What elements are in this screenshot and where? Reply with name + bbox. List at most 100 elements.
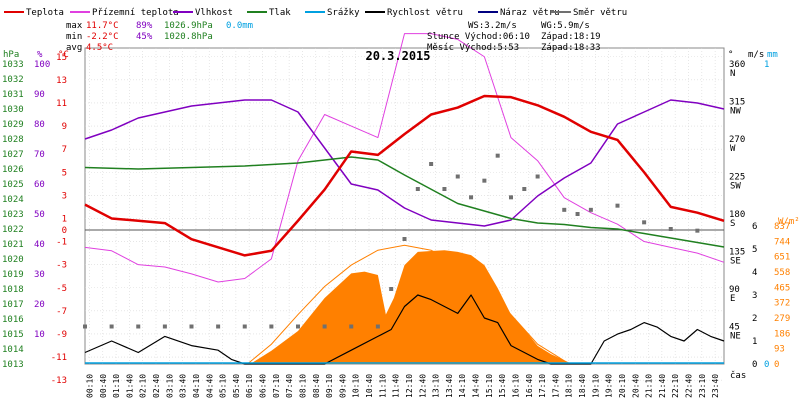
x-tick-label: 19:10 [591,374,600,398]
direction-name-label: SW [730,182,741,192]
x-tick-label: 11:40 [392,374,401,398]
stats-max-humidity: 89% [136,21,153,31]
temperature-tick-label: 3 [62,191,67,201]
radiation-tick-label: 372 [774,299,790,309]
stats-min-temp: -2.2°C [86,32,119,42]
direction-name-label: SE [730,257,741,267]
x-tick-label: 01:10 [112,374,121,398]
radiation-tick-label: 279 [774,314,790,324]
direction-tick-label: 360 [729,60,745,70]
wind-axis-header: m/s [748,50,764,60]
x-tick-label: 06:10 [245,374,254,398]
radiation-tick-label: 0 [774,360,779,370]
legend-label: Vlhkost [195,8,233,18]
x-tick-label: 09:40 [338,374,347,398]
radiation-tick-label: 186 [774,329,790,339]
wind-direction-point [269,324,274,329]
legend-label: Teplota [26,8,64,18]
direction-tick-label: 270 [729,135,745,145]
radiation-tick-label: 744 [774,237,790,247]
temperature-tick-label: 1 [62,214,67,224]
direction-tick-label: 180 [729,210,745,220]
pressure-tick-label: 1029 [2,120,24,130]
pressure-tick-label: 1014 [2,345,24,355]
temperature-tick-label: 15 [56,53,67,63]
x-tick-label: 03:10 [165,374,174,398]
temperature-tick-label: 7 [62,145,67,155]
x-tick-label: 02:10 [139,374,148,398]
legend-label: Směr větru [573,8,627,18]
pressure-tick-label: 1016 [2,315,24,325]
pressure-tick-label: 1031 [2,90,24,100]
x-tick-label: 20:40 [631,374,640,398]
pressure-tick-label: 1024 [2,195,24,205]
x-tick-label: 12:10 [405,374,414,398]
stats-min-humidity: 45% [136,32,153,42]
wind-direction-point [615,203,620,208]
x-tick-label: 22:10 [671,374,680,398]
wind-speed-info: WS:3.2m/s [468,21,517,31]
pressure-tick-label: 1019 [2,270,24,280]
legend-label: Přízemní teplota [92,8,179,18]
pressure-tick-label: 1013 [2,360,24,370]
wind-direction-point [695,228,700,233]
temperature-tick-label: 13 [56,76,67,86]
wind-direction-point [109,324,114,329]
temperature-tick-label: 5 [62,168,67,178]
direction-tick-label: 225 [729,173,745,183]
temperature-tick-label: -9 [56,330,67,340]
wind-direction-point [162,324,167,329]
wind-direction-point [189,324,194,329]
pressure-tick-label: 1023 [2,210,24,220]
x-tick-label: 13:40 [445,374,454,398]
x-tick-label: 00:40 [99,374,108,398]
wind-direction-point [642,220,647,225]
x-tick-label: 19:40 [605,374,614,398]
wind-direction-point [296,324,300,329]
x-tick-label: 16:40 [525,374,534,398]
x-tick-label: 00:10 [85,374,94,398]
rain-tick-label: 0 [764,360,769,370]
x-tick-label: 08:40 [312,374,321,398]
x-tick-label: 08:10 [298,374,307,398]
wind-direction-point [588,207,593,212]
stats-avg-temp: 4.5°C [86,43,113,53]
temperature-tick-label: -7 [56,307,67,317]
wind-direction-point [216,324,221,329]
pressure-tick-label: 1022 [2,225,24,235]
x-tick-label: 21:40 [658,374,667,398]
humidity-tick-label: 50 [34,210,45,220]
wind-direction-point [242,324,247,329]
temperature-tick-label: -1 [56,238,67,248]
temperature-tick-label: -11 [51,353,67,363]
pressure-tick-label: 1027 [2,150,24,160]
x-tick-label: 01:40 [125,374,134,398]
stats-min-label: min [66,32,82,42]
temperature-tick-label: 0 [62,226,67,236]
wind-direction-point [389,287,394,291]
x-tick-label: 09:10 [325,374,334,398]
legend-label: Tlak [269,8,291,18]
x-tick-label: 16:10 [511,374,520,398]
moonset-info: Západ:18:33 [541,43,601,53]
x-tick-label: 13:10 [432,374,441,398]
humidity-tick-label: 100 [34,60,50,70]
wind-direction-point [495,153,500,158]
stats-min-pressure: 1020.8hPa [164,32,213,42]
temperature-axis-header: °C [58,50,69,60]
direction-tick-label: 135 [729,248,745,258]
humidity-tick-label: 90 [34,90,45,100]
pressure-tick-label: 1026 [2,165,24,175]
wind-tick-label: 0 [752,360,757,370]
stats-avg-label: avg [66,43,82,53]
wind-direction-point [575,212,580,216]
x-tick-label: 05:10 [219,374,228,398]
x-tick-label: 18:10 [565,374,574,398]
x-tick-label: 12:40 [418,374,427,398]
wind-direction-point [522,187,527,191]
legend: Teplota Přízemní teplota Vlhkost Tlak Srážky… [4,8,627,18]
stats-max-temp: 11.7°C [86,21,119,31]
wind-direction-point [562,207,567,212]
direction-name-label: NW [730,107,741,117]
moonrise-info: Měsíc Východ:5:53 [427,43,519,53]
